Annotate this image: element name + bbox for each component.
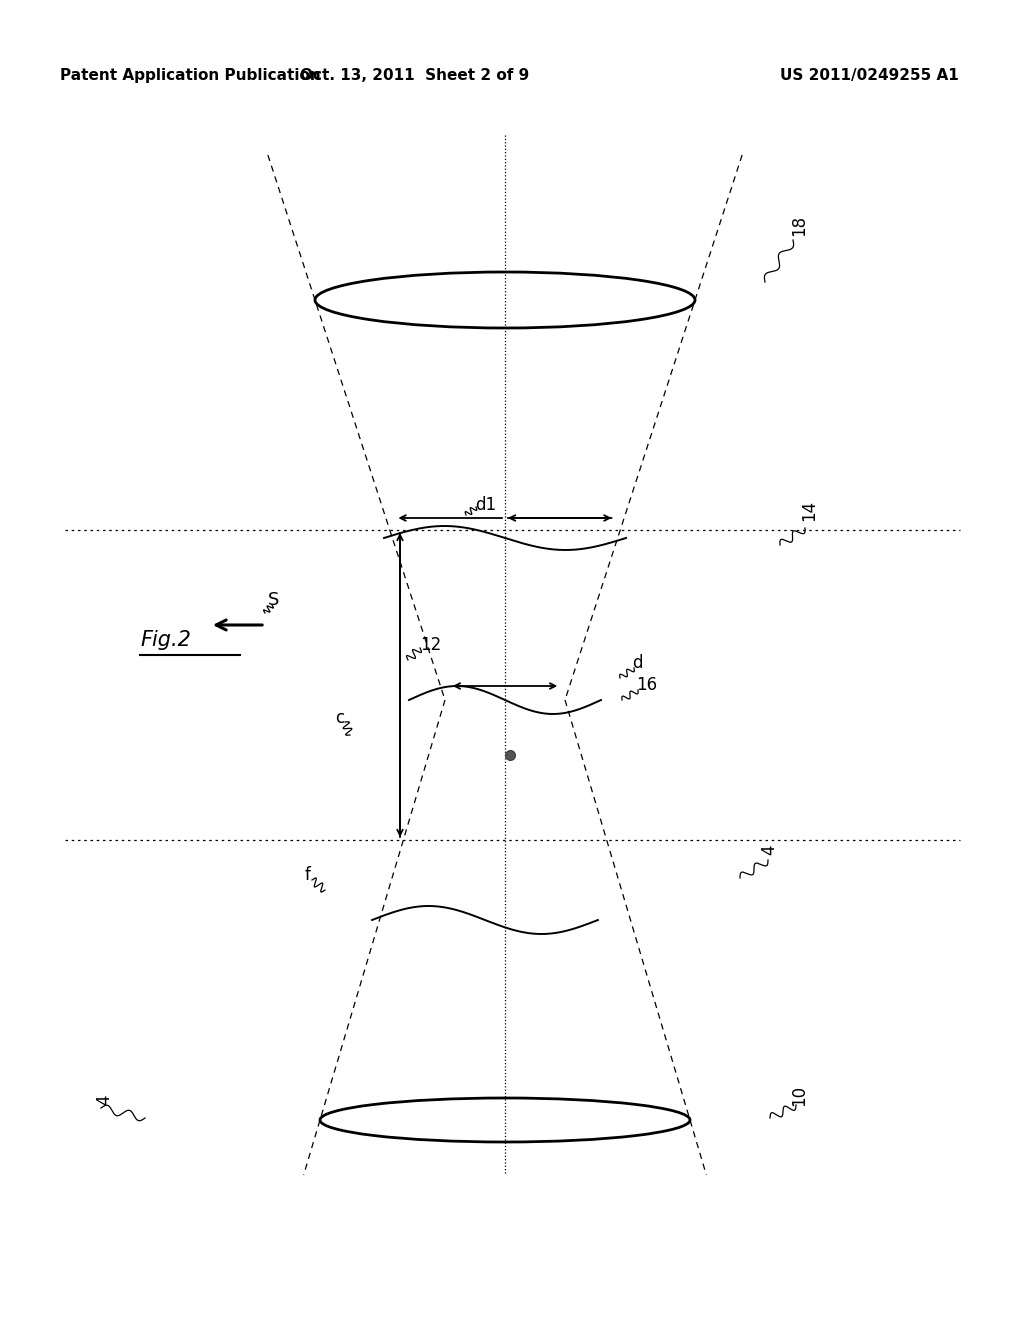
Text: US 2011/0249255 A1: US 2011/0249255 A1	[780, 69, 958, 83]
Text: 4: 4	[760, 845, 778, 855]
Text: 4: 4	[95, 1094, 113, 1105]
Text: c: c	[335, 709, 344, 727]
Text: 18: 18	[790, 214, 808, 235]
Text: S: S	[268, 591, 280, 609]
Text: f: f	[305, 866, 311, 884]
Text: Patent Application Publication: Patent Application Publication	[60, 69, 321, 83]
Text: 16: 16	[636, 676, 657, 694]
Text: Fig.2: Fig.2	[140, 630, 190, 649]
Text: d: d	[632, 653, 642, 672]
Text: d1: d1	[475, 496, 496, 513]
Text: 14: 14	[800, 499, 818, 520]
Text: 12: 12	[420, 636, 441, 653]
Text: Oct. 13, 2011  Sheet 2 of 9: Oct. 13, 2011 Sheet 2 of 9	[300, 69, 529, 83]
Text: 10: 10	[790, 1085, 808, 1106]
